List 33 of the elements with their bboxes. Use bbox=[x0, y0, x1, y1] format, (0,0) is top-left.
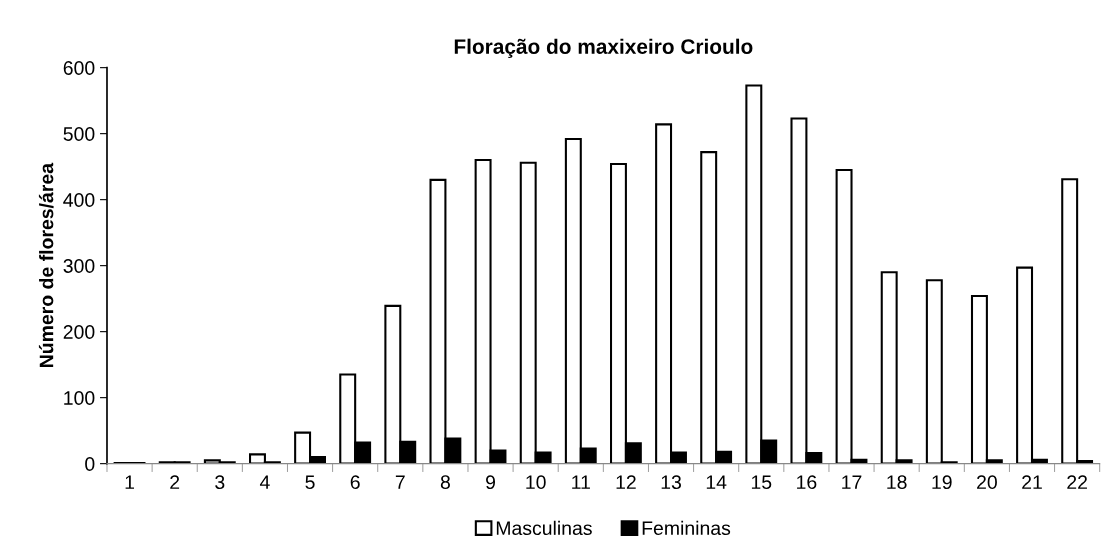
x-tick-label: 18 bbox=[887, 475, 907, 490]
x-tick-label: 16 bbox=[797, 475, 817, 490]
x-tick-label: 2 bbox=[170, 475, 180, 489]
y-tick-label: 400 bbox=[63, 193, 95, 207]
legend-label: Masculinas bbox=[496, 520, 592, 536]
y-tick-label: 600 bbox=[63, 61, 95, 75]
chart-title: Floração do maxixeiro Crioulo bbox=[454, 38, 753, 59]
x-tick-label: 3 bbox=[215, 475, 225, 490]
x-tick-label: 9 bbox=[486, 475, 496, 490]
y-tick-label: 100 bbox=[64, 391, 95, 405]
x-tick-label: 21 bbox=[1022, 475, 1042, 489]
x-tick-label: 7 bbox=[395, 475, 405, 489]
x-tick-label: 10 bbox=[526, 475, 546, 490]
x-tick-label: 1 bbox=[125, 475, 135, 489]
y-axis-title: Número de flores/área bbox=[38, 162, 54, 368]
y-tick-label: 200 bbox=[63, 325, 95, 339]
legend-label: Femininas bbox=[642, 520, 731, 536]
x-tick-label: 5 bbox=[305, 475, 315, 490]
x-tick-label: 22 bbox=[1067, 475, 1087, 489]
x-tick-label: 20 bbox=[977, 475, 997, 490]
x-tick-label: 8 bbox=[440, 475, 450, 490]
x-tick-label: 19 bbox=[932, 475, 952, 490]
x-tick-label: 6 bbox=[350, 475, 360, 490]
x-tick-label: 4 bbox=[259, 475, 270, 489]
x-tick-label: 13 bbox=[661, 475, 681, 490]
x-tick-label: 11 bbox=[572, 475, 590, 489]
x-tick-label: 15 bbox=[751, 475, 772, 490]
x-tick-label: 14 bbox=[706, 475, 727, 489]
x-tick-label: 17 bbox=[842, 475, 862, 489]
y-tick-label: 300 bbox=[63, 259, 95, 273]
y-tick-label: 500 bbox=[63, 127, 95, 141]
y-tick-label: 0 bbox=[85, 457, 95, 471]
x-tick-label: 12 bbox=[616, 475, 636, 489]
